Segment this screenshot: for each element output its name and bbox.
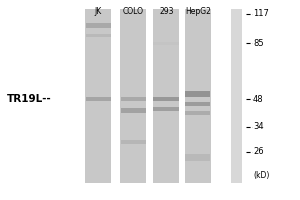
Bar — [184, 9, 211, 183]
Bar — [85, 9, 112, 183]
Bar — [85, 23, 111, 28]
Text: HepG2: HepG2 — [185, 7, 211, 16]
Bar — [153, 9, 179, 183]
Bar — [185, 111, 211, 115]
Bar — [121, 140, 146, 144]
Text: 48: 48 — [253, 95, 264, 104]
Bar — [121, 108, 146, 113]
Bar — [153, 97, 178, 101]
Text: JK: JK — [94, 7, 101, 16]
Bar — [153, 42, 178, 45]
Bar — [185, 91, 211, 97]
Bar — [153, 107, 178, 111]
Bar — [231, 9, 242, 183]
Text: 117: 117 — [253, 9, 269, 18]
Bar — [185, 154, 211, 161]
Text: 26: 26 — [253, 147, 264, 156]
Bar — [85, 97, 111, 101]
Text: COLO: COLO — [123, 7, 144, 16]
Bar — [120, 9, 146, 183]
Text: (kD): (kD) — [253, 171, 269, 180]
Text: 34: 34 — [253, 122, 264, 131]
Text: TR19L--: TR19L-- — [7, 94, 51, 104]
Bar — [85, 34, 111, 37]
Text: 85: 85 — [253, 39, 264, 48]
Text: 293: 293 — [159, 7, 174, 16]
Bar — [185, 102, 211, 106]
Bar — [121, 97, 146, 101]
